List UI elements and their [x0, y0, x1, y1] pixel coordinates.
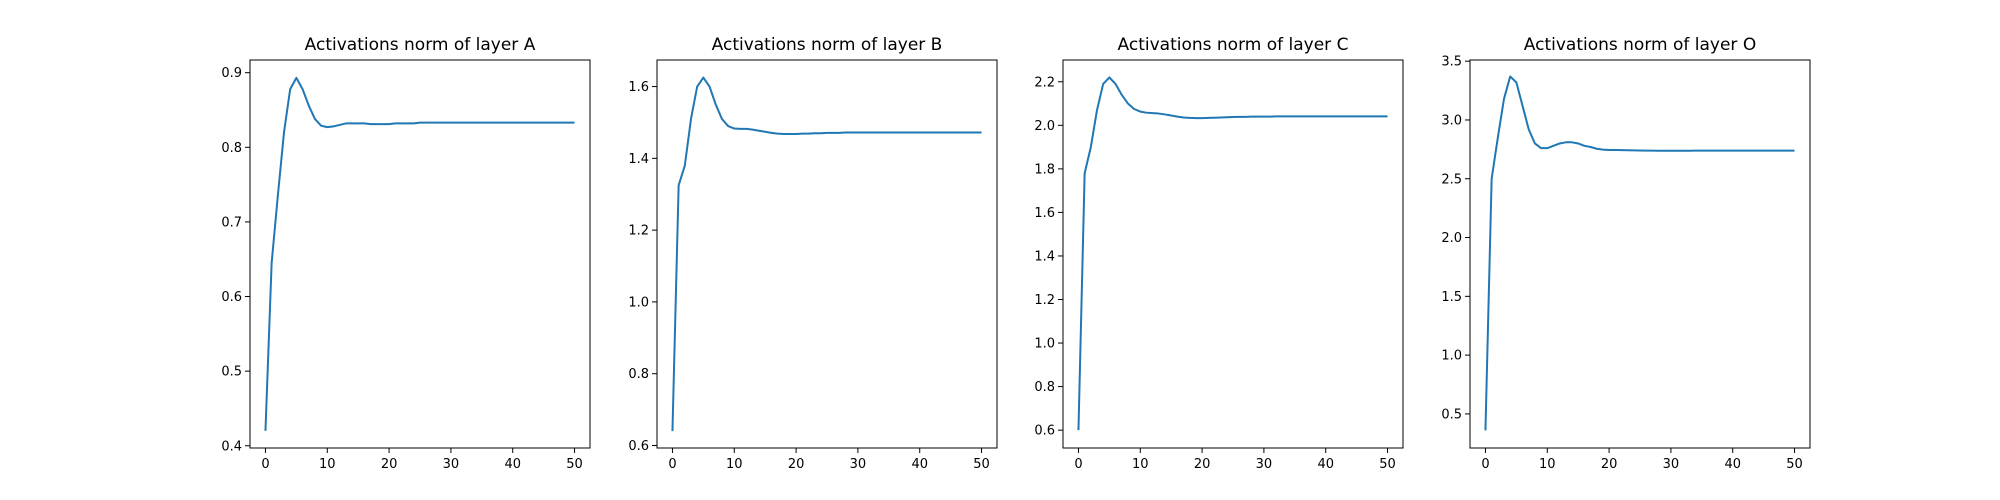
- axes-frame: [1062, 59, 1404, 449]
- x-tick-label: 20: [1601, 457, 1618, 472]
- x-tick-label: 50: [973, 457, 990, 472]
- x-tick-label: 10: [1539, 457, 1556, 472]
- x-tick-label: 30: [443, 457, 460, 472]
- chart-title: Activations norm of layer O: [1524, 35, 1756, 55]
- y-tick-label: 1.0: [1441, 349, 1462, 364]
- chart-panel-1: Activations norm of layer B 0 10 20 30 40 50 0.…: [628, 35, 998, 472]
- y-tick-label: 1.4: [628, 152, 649, 167]
- chart-title: Activations norm of layer A: [305, 35, 536, 55]
- y-tick-label: 0.8: [221, 141, 242, 156]
- y-tick-label: 1.2: [628, 224, 649, 239]
- chart-panel-3: Activations norm of layer O 0 10 20 30 40 50 0.…: [1441, 35, 1811, 472]
- x-tick-label: 0: [668, 457, 676, 472]
- y-tick-label: 0.6: [628, 439, 649, 454]
- x-tick-label: 50: [566, 457, 583, 472]
- series-line: [671, 76, 982, 432]
- axes-frame: [249, 59, 591, 449]
- y-tick-label: 0.7: [221, 215, 242, 230]
- y-tick-label: 1.8: [1034, 162, 1055, 177]
- x-tick-label: 50: [1379, 457, 1396, 472]
- y-tick-label: 1.0: [628, 295, 649, 310]
- series-line: [1484, 75, 1795, 431]
- chart-title: Activations norm of layer C: [1118, 35, 1349, 55]
- axes-frame: [656, 59, 998, 449]
- x-tick-label: 40: [1317, 457, 1334, 472]
- series-line: [264, 76, 575, 431]
- y-tick-label: 1.2: [1034, 293, 1055, 308]
- x-tick-label: 0: [1074, 457, 1082, 472]
- y-tick-label: 0.5: [221, 365, 242, 380]
- y-tick-label: 0.8: [628, 367, 649, 382]
- y-tick-label: 0.6: [221, 290, 242, 305]
- y-tick-label: 0.4: [221, 439, 242, 454]
- y-tick-label: 1.0: [1034, 337, 1055, 352]
- y-tick-label: 0.9: [221, 66, 242, 81]
- x-tick-label: 10: [726, 457, 743, 472]
- x-tick-label: 30: [1663, 457, 1680, 472]
- chart-title: Activations norm of layer B: [712, 35, 943, 55]
- y-tick-label: 1.5: [1441, 290, 1462, 305]
- x-tick-label: 40: [1724, 457, 1741, 472]
- x-tick-label: 0: [1481, 457, 1489, 472]
- y-tick-label: 0.6: [1034, 424, 1055, 439]
- y-tick-label: 3.5: [1441, 55, 1462, 70]
- x-tick-label: 0: [261, 457, 269, 472]
- chart-panel-2: Activations norm of layer C 0 10 20 30 40 50 0.…: [1034, 35, 1404, 472]
- y-tick-label: 1.4: [1034, 249, 1055, 264]
- x-tick-label: 10: [319, 457, 336, 472]
- y-tick-label: 0.8: [1034, 380, 1055, 395]
- y-tick-label: 2.2: [1034, 75, 1055, 90]
- x-tick-label: 20: [788, 457, 805, 472]
- y-tick-label: 2.5: [1441, 172, 1462, 187]
- y-tick-label: 1.6: [1034, 206, 1055, 221]
- axes-frame: [1469, 59, 1811, 449]
- y-tick-label: 1.6: [628, 80, 649, 95]
- x-tick-label: 20: [381, 457, 398, 472]
- x-tick-label: 10: [1132, 457, 1149, 472]
- series-line: [1077, 76, 1388, 431]
- x-tick-label: 40: [504, 457, 521, 472]
- y-tick-label: 0.5: [1441, 407, 1462, 422]
- x-tick-label: 30: [1256, 457, 1273, 472]
- y-tick-label: 3.0: [1441, 113, 1462, 128]
- x-tick-label: 50: [1786, 457, 1803, 472]
- x-tick-label: 20: [1194, 457, 1211, 472]
- chart-panel-0: Activations norm of layer A 0 10 20 30 40 50 0.…: [221, 35, 591, 472]
- y-tick-label: 2.0: [1441, 231, 1462, 246]
- y-tick-label: 2.0: [1034, 119, 1055, 134]
- x-tick-label: 30: [850, 457, 867, 472]
- x-tick-label: 40: [911, 457, 928, 472]
